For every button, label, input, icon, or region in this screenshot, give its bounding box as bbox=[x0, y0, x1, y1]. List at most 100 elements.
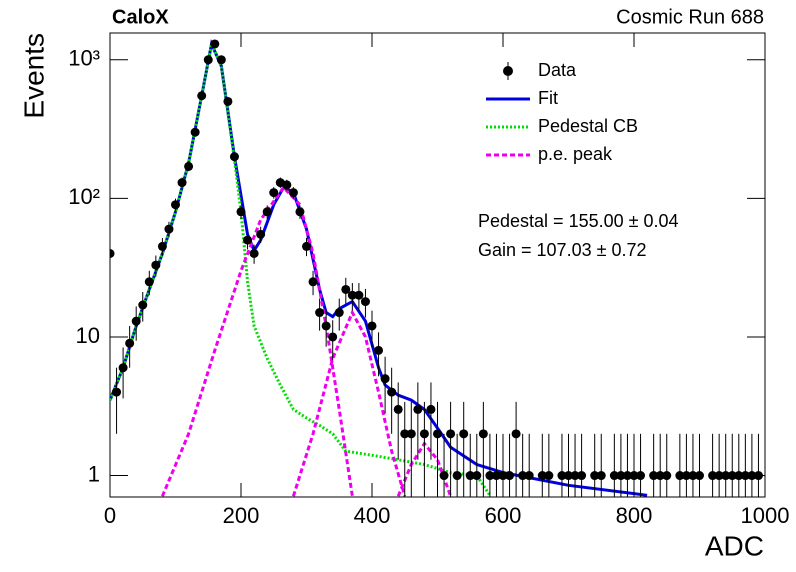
data-point bbox=[439, 471, 449, 481]
data-point bbox=[622, 471, 632, 481]
data-point bbox=[151, 260, 161, 270]
data-point bbox=[544, 471, 554, 481]
data-point bbox=[616, 471, 626, 481]
data-point bbox=[229, 152, 239, 162]
data-point bbox=[577, 471, 587, 481]
fit-curve bbox=[110, 38, 492, 497]
data-point bbox=[223, 96, 233, 106]
data-point bbox=[112, 387, 122, 397]
data-point bbox=[518, 471, 528, 481]
data-point bbox=[478, 429, 488, 439]
data-point bbox=[465, 471, 475, 481]
data-point bbox=[269, 188, 279, 198]
data-point bbox=[714, 471, 724, 481]
data-point bbox=[256, 229, 266, 239]
data-point bbox=[524, 471, 534, 481]
data-point bbox=[564, 471, 573, 481]
data-point bbox=[347, 290, 357, 300]
data-point bbox=[596, 471, 606, 481]
data-point bbox=[197, 91, 207, 101]
data-point bbox=[321, 321, 331, 331]
data-point bbox=[511, 429, 521, 439]
y-tick-label: 10³ bbox=[68, 46, 100, 71]
data-point bbox=[243, 235, 253, 245]
data-point bbox=[288, 188, 298, 198]
data-point bbox=[721, 471, 731, 481]
data-point bbox=[177, 178, 187, 188]
data-point bbox=[380, 374, 390, 384]
data-point bbox=[688, 471, 698, 481]
x-tick-label: 1000 bbox=[741, 503, 790, 528]
data-point bbox=[295, 207, 305, 217]
data-point bbox=[695, 471, 704, 481]
data-point bbox=[374, 345, 384, 355]
data-point bbox=[426, 404, 436, 414]
data-point bbox=[485, 471, 495, 481]
x-tick-label: 400 bbox=[354, 503, 391, 528]
data-point bbox=[400, 429, 410, 439]
annotation: Pedestal = 155.00 ± 0.04 bbox=[478, 211, 679, 231]
legend-label: Fit bbox=[538, 88, 558, 108]
data-point bbox=[190, 127, 200, 137]
data-point bbox=[681, 471, 691, 481]
x-tick-label: 800 bbox=[616, 503, 653, 528]
data-point bbox=[131, 316, 141, 326]
x-axis-label: ADC bbox=[705, 530, 764, 561]
data-point bbox=[740, 471, 750, 481]
y-tick-label: 10² bbox=[68, 184, 100, 209]
data-point bbox=[609, 471, 619, 481]
data-point bbox=[236, 207, 246, 217]
legend-label: Data bbox=[538, 60, 577, 80]
data-point bbox=[472, 471, 482, 481]
x-tick-label: 200 bbox=[223, 503, 260, 528]
data-point bbox=[557, 471, 567, 481]
data-point bbox=[446, 429, 456, 439]
data-point bbox=[387, 387, 397, 397]
legend-marker bbox=[503, 66, 513, 76]
y-tick-label: 10 bbox=[76, 323, 100, 348]
data-point bbox=[662, 471, 672, 481]
legend-label: Pedestal CB bbox=[538, 116, 638, 136]
data-point bbox=[629, 471, 639, 481]
data-point bbox=[302, 241, 311, 251]
data-point bbox=[537, 471, 547, 481]
legend-label: p.e. peak bbox=[538, 144, 613, 164]
y-axis-label: Events bbox=[18, 33, 49, 119]
data-point bbox=[262, 207, 272, 217]
data-point bbox=[636, 471, 646, 481]
data-point bbox=[459, 429, 469, 439]
x-tick-label: 0 bbox=[104, 503, 116, 528]
data-point bbox=[734, 471, 744, 481]
data-point bbox=[367, 321, 377, 331]
data-point bbox=[360, 297, 370, 307]
chart-subtitle: Cosmic Run 688 bbox=[616, 6, 764, 28]
data-point bbox=[419, 429, 429, 439]
data-point bbox=[354, 290, 364, 300]
data-point bbox=[649, 471, 659, 481]
data-point bbox=[328, 332, 338, 342]
data-point bbox=[210, 39, 220, 49]
data-point bbox=[406, 429, 416, 439]
plot-area bbox=[110, 38, 763, 497]
y-tick-label: 1 bbox=[88, 461, 100, 486]
data-point bbox=[110, 249, 115, 259]
data-point bbox=[590, 471, 600, 481]
data-point bbox=[184, 161, 194, 171]
data-point bbox=[413, 404, 423, 414]
data-point bbox=[157, 241, 167, 251]
data-point bbox=[505, 471, 515, 481]
data-point bbox=[125, 338, 135, 348]
data-point bbox=[727, 471, 737, 481]
data-point bbox=[334, 308, 344, 318]
data-point bbox=[708, 471, 718, 481]
data-point bbox=[171, 200, 180, 210]
data-point bbox=[570, 471, 580, 481]
data-point bbox=[315, 308, 325, 318]
data-point bbox=[138, 300, 148, 310]
data-point bbox=[118, 363, 128, 373]
data-point bbox=[433, 429, 442, 439]
data-point bbox=[498, 471, 508, 481]
data-point bbox=[144, 277, 154, 287]
x-tick-label: 600 bbox=[485, 503, 522, 528]
